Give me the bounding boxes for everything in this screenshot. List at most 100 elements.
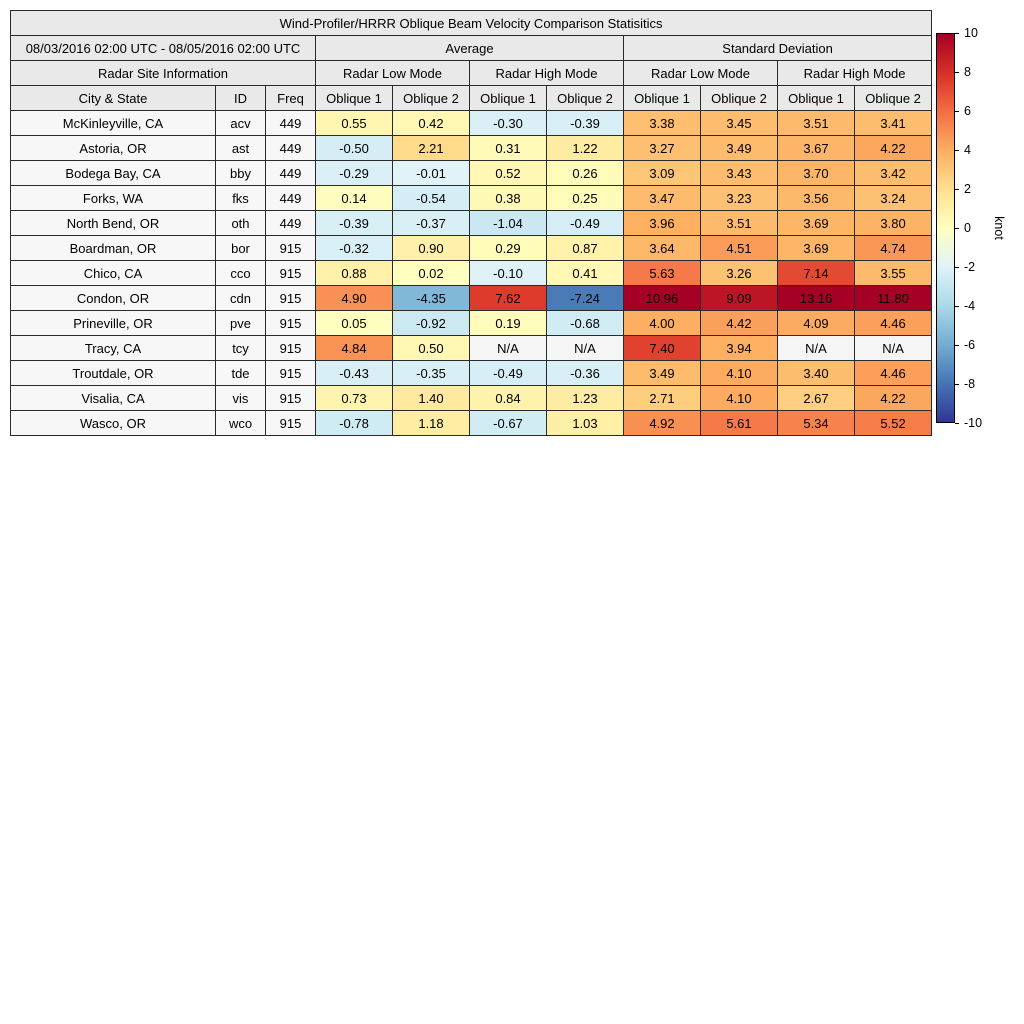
freq-cell: 915: [265, 335, 316, 361]
value-cell: 7.62: [469, 285, 547, 311]
value-cell: 0.90: [392, 235, 470, 261]
city-state-cell: Boardman, OR: [10, 235, 216, 261]
colorbar-tick-mark: [955, 345, 959, 346]
column-header-row: City & State ID Freq Oblique 1 Oblique 2…: [10, 85, 933, 111]
value-cell: -0.43: [315, 360, 393, 386]
freq-cell: 915: [265, 285, 316, 311]
table-row: Tracy, CA tcy 915 4.84 0.50 N/A N/A 7.40 3.94 N/A…: [10, 335, 933, 361]
city-state-cell: Forks, WA: [10, 185, 216, 211]
colorbar-tick-label: 2: [964, 181, 971, 196]
col-header-city-state: City & State: [10, 85, 216, 111]
colorbar-tick-mark: [955, 384, 959, 385]
value-cell: 0.73: [315, 385, 393, 411]
site-id-cell: tde: [215, 360, 266, 386]
freq-cell: 915: [265, 235, 316, 261]
value-cell: 3.45: [700, 110, 778, 136]
value-cell: 3.23: [700, 185, 778, 211]
colorbar-tick-label: 0: [964, 220, 971, 235]
value-cell: 2.21: [392, 135, 470, 161]
colorbar-tick-mark: [955, 228, 959, 229]
city-state-cell: Tracy, CA: [10, 335, 216, 361]
group-avg-radar-high-mode: Radar High Mode: [469, 60, 624, 86]
freq-cell: 915: [265, 410, 316, 436]
title-row: Wind-Profiler/HRRR Oblique Beam Velocity…: [9, 10, 933, 36]
value-cell: 0.50: [392, 335, 470, 361]
value-cell: 3.43: [700, 160, 778, 186]
table-row: Troutdale, OR tde 915 -0.43 -0.35 -0.49 -0.36 3…: [10, 360, 933, 386]
table-row: Wasco, OR wco 915 -0.78 1.18 -0.67 1.03 4.92 5.6…: [10, 410, 933, 436]
value-cell: 0.52: [469, 160, 547, 186]
value-cell: 0.87: [546, 235, 624, 261]
value-cell: -0.39: [315, 210, 393, 236]
value-cell: 3.51: [777, 110, 855, 136]
value-cell: -0.29: [315, 160, 393, 186]
value-cell: 3.24: [853, 185, 933, 211]
value-cell: 3.51: [700, 210, 778, 236]
value-cell: -0.36: [546, 360, 624, 386]
value-cell: 4.00: [623, 310, 701, 336]
col-header-oblique1: Oblique 1: [777, 85, 855, 111]
city-state-cell: Chico, CA: [10, 260, 216, 286]
city-state-cell: Prineville, OR: [10, 310, 216, 336]
value-cell: 7.14: [777, 260, 855, 286]
value-cell: 5.34: [777, 410, 855, 436]
freq-cell: 915: [265, 385, 316, 411]
value-cell: 4.10: [700, 385, 778, 411]
col-header-oblique1: Oblique 1: [469, 85, 547, 111]
value-cell: N/A: [777, 335, 855, 361]
value-cell: 7.40: [623, 335, 701, 361]
colorbar-tick-mark: [955, 306, 959, 307]
group-row-1: 08/03/2016 02:00 UTC - 08/05/2016 02:00 …: [10, 35, 933, 61]
table-row: Bodega Bay, CA bby 449 -0.29 -0.01 0.52 0.26 3.…: [10, 160, 933, 186]
group-standard-deviation: Standard Deviation: [622, 35, 933, 61]
value-cell: 11.80: [853, 285, 933, 311]
value-cell: 0.25: [546, 185, 624, 211]
value-cell: -0.67: [469, 410, 547, 436]
value-cell: -0.49: [546, 210, 624, 236]
value-cell: 3.70: [777, 160, 855, 186]
colorbar-tick-label: 10: [964, 25, 978, 40]
col-header-oblique1: Oblique 1: [623, 85, 701, 111]
value-cell: 4.74: [853, 235, 933, 261]
colorbar-tick-label: 6: [964, 103, 971, 118]
city-state-cell: North Bend, OR: [10, 210, 216, 236]
value-cell: -7.24: [546, 285, 624, 311]
value-cell: 3.41: [853, 110, 933, 136]
city-state-cell: Troutdale, OR: [10, 360, 216, 386]
group-std-radar-high-mode: Radar High Mode: [776, 60, 933, 86]
value-cell: 3.40: [777, 360, 855, 386]
value-cell: 1.23: [546, 385, 624, 411]
site-id-cell: ast: [215, 135, 266, 161]
value-cell: 4.46: [853, 310, 933, 336]
value-cell: 9.09: [700, 285, 778, 311]
value-cell: 3.56: [777, 185, 855, 211]
value-cell: 4.46: [853, 360, 933, 386]
colorbar-unit-label: knot: [992, 216, 1006, 240]
value-cell: 5.61: [700, 410, 778, 436]
value-cell: 3.38: [623, 110, 701, 136]
value-cell: N/A: [546, 335, 624, 361]
colorbar-tick-label: -4: [964, 298, 976, 313]
freq-cell: 915: [265, 260, 316, 286]
table-row: McKinleyville, CA acv 449 0.55 0.42 -0.30 -0.3…: [10, 110, 933, 136]
value-cell: 3.09: [623, 160, 701, 186]
col-header-oblique1: Oblique 1: [315, 85, 393, 111]
colorbar-tick-mark: [955, 423, 959, 424]
table-row: North Bend, OR oth 449 -0.39 -0.37 -1.04 -0.49…: [10, 210, 933, 236]
col-header-oblique2: Oblique 2: [392, 85, 470, 111]
value-cell: 4.09: [777, 310, 855, 336]
value-cell: 3.64: [623, 235, 701, 261]
colorbar-tick-label: -8: [964, 376, 976, 391]
site-id-cell: vis: [215, 385, 266, 411]
value-cell: 4.22: [853, 385, 933, 411]
value-cell: 3.67: [777, 135, 855, 161]
colorbar: 10 8 6 4 2 0 -2 -4 -6 -8 -10 knot: [936, 27, 1011, 429]
value-cell: 0.41: [546, 260, 624, 286]
value-cell: 3.80: [853, 210, 933, 236]
value-cell: 4.42: [700, 310, 778, 336]
city-state-cell: McKinleyville, CA: [10, 110, 216, 136]
site-id-cell: cdn: [215, 285, 266, 311]
group-average: Average: [315, 35, 624, 61]
city-state-cell: Condon, OR: [10, 285, 216, 311]
value-cell: 3.42: [853, 160, 933, 186]
